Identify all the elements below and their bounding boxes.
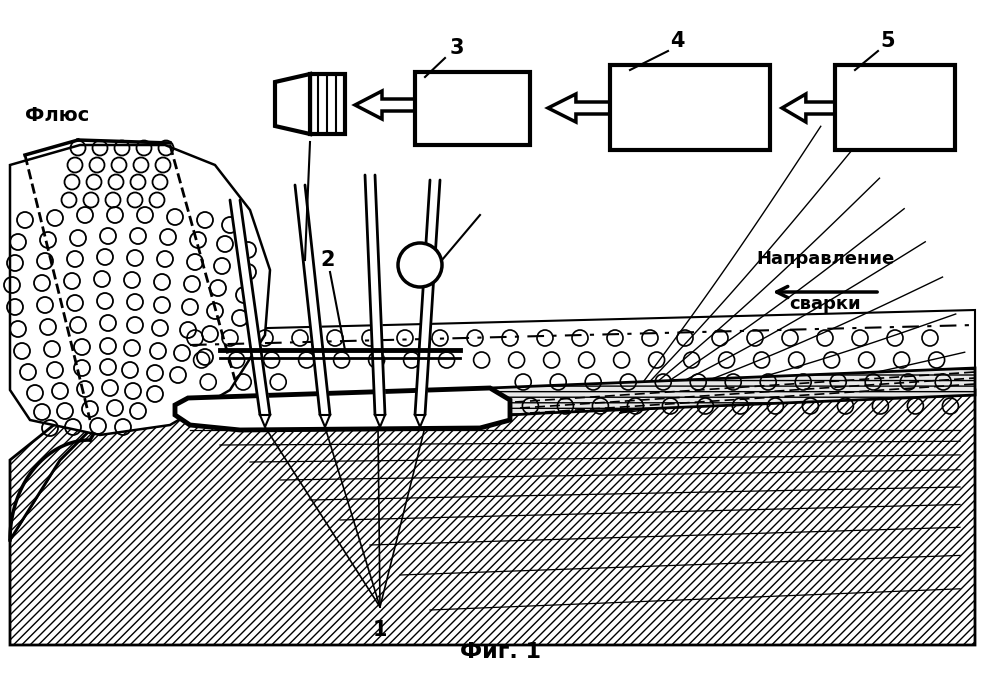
Polygon shape (415, 72, 530, 145)
Polygon shape (355, 91, 415, 119)
Polygon shape (320, 415, 330, 427)
Polygon shape (415, 415, 425, 427)
Text: Флюс: Флюс (25, 106, 89, 125)
Text: 3: 3 (450, 38, 465, 58)
Polygon shape (610, 65, 770, 150)
Polygon shape (375, 415, 385, 427)
Polygon shape (175, 388, 510, 430)
Polygon shape (835, 65, 955, 150)
Polygon shape (10, 415, 105, 540)
Text: Направление: Направление (756, 250, 894, 268)
Polygon shape (10, 145, 270, 435)
Polygon shape (10, 390, 975, 645)
Text: 4: 4 (670, 31, 684, 51)
Polygon shape (782, 94, 835, 122)
Polygon shape (490, 368, 975, 415)
Text: 2: 2 (320, 250, 335, 270)
Text: 1: 1 (373, 620, 388, 640)
Polygon shape (260, 415, 270, 427)
Polygon shape (275, 74, 310, 134)
Polygon shape (310, 74, 345, 134)
Text: Фиг. 1: Фиг. 1 (460, 642, 540, 662)
Text: 5: 5 (880, 31, 895, 51)
Polygon shape (548, 94, 610, 122)
Polygon shape (190, 310, 975, 420)
Circle shape (398, 243, 442, 287)
Text: сварки: сварки (789, 295, 861, 313)
